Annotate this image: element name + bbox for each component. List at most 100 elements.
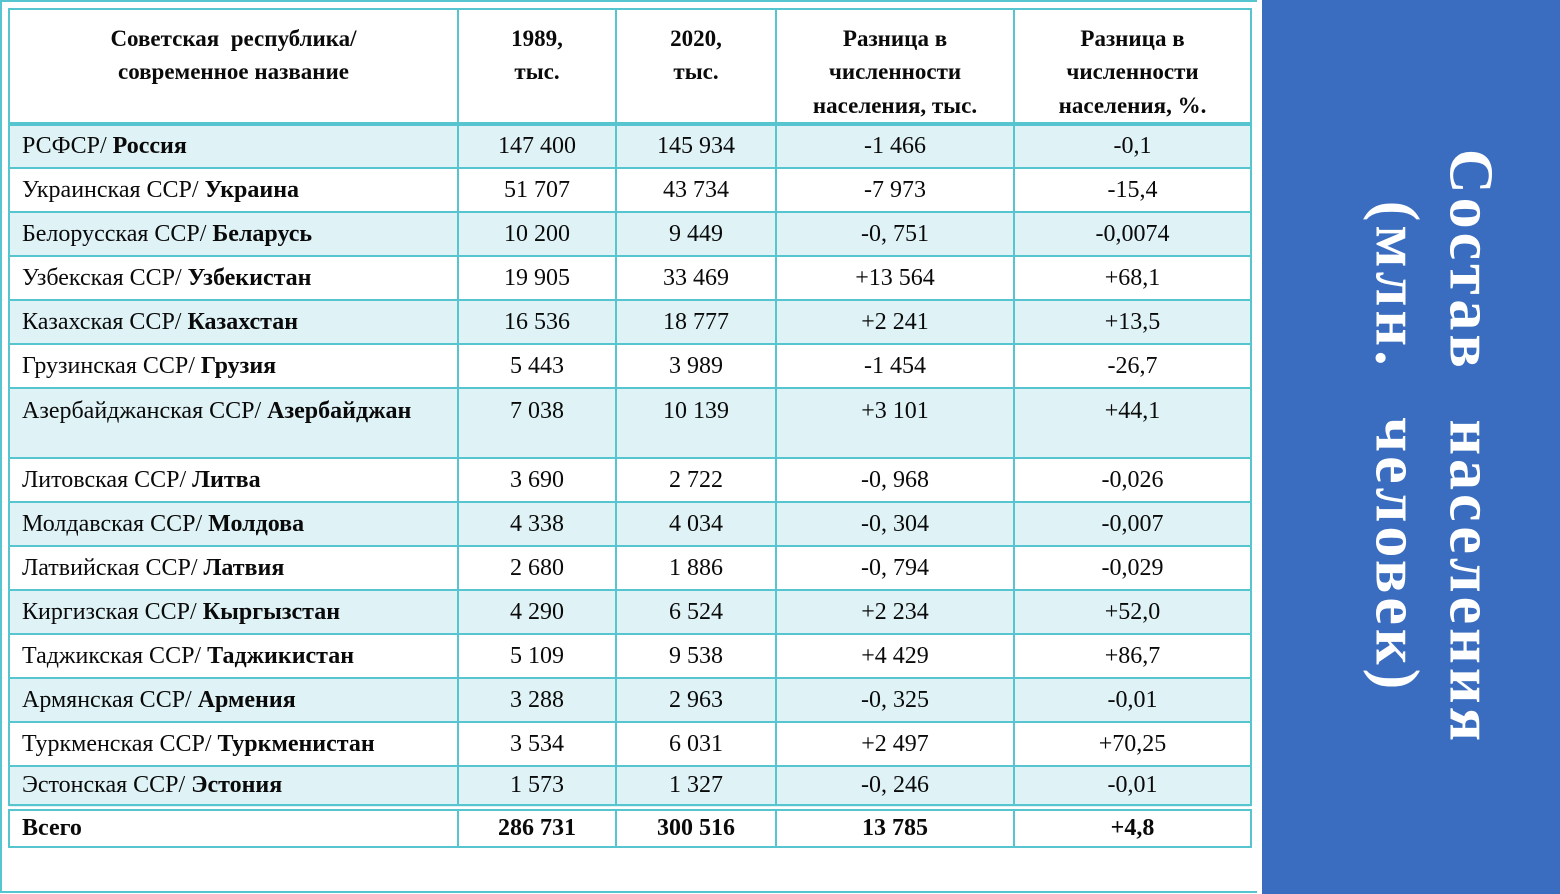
value-1989: 5 109 xyxy=(457,633,617,680)
value-diff-percent: +52,0 xyxy=(1013,589,1252,636)
republic-modern-name: Узбекистан xyxy=(187,264,312,291)
republic-soviet-name: Казахская ССР/ xyxy=(22,308,182,335)
value-diff-percent: -0,01 xyxy=(1013,765,1252,809)
value-1989: 3 690 xyxy=(457,457,617,504)
value-diff-percent: +86,7 xyxy=(1013,633,1252,680)
republic-modern-name: Эстония xyxy=(191,771,283,798)
value-diff-percent: -0,01 xyxy=(1013,677,1252,724)
republic-name-cell: Азербайджанская ССР/ Азербайджан xyxy=(8,387,459,460)
value-1989: 51 707 xyxy=(457,167,617,214)
republic-soviet-name: Грузинская ССР/ xyxy=(22,352,195,379)
table-row: Узбекская ССР/ Узбекистан 19 905 33 469 … xyxy=(8,255,1252,302)
republic-modern-name: Казахстан xyxy=(187,308,299,335)
value-1989: 16 536 xyxy=(457,299,617,346)
value-diff-thousand: -1 466 xyxy=(775,123,1015,170)
republic-soviet-name: Латвийская ССР/ xyxy=(22,554,198,581)
value-diff-thousand: +13 564 xyxy=(775,255,1015,302)
value-2020: 6 524 xyxy=(615,589,777,636)
republic-name-cell: РСФСР/ Россия xyxy=(8,123,459,170)
value-2020: 10 139 xyxy=(615,387,777,460)
republic-soviet-name: Азербайджанская ССР/ xyxy=(22,398,262,425)
value-diff-percent: -0,0074 xyxy=(1013,211,1252,258)
header-diff-thousand: Разница в численности населения, тыс. xyxy=(775,7,1015,127)
republic-modern-name: Таджикистан xyxy=(207,642,355,669)
republic-name-cell: Латвийская ССР/ Латвия xyxy=(8,545,459,592)
republic-soviet-name: РСФСР/ xyxy=(22,133,107,160)
table-row: Азербайджанская ССР/ Азербайджан 7 038 1… xyxy=(8,387,1252,460)
republic-modern-name: Азербайджан xyxy=(267,398,412,425)
republic-name-cell: Белорусская ССР/ Беларусь xyxy=(8,211,459,258)
value-diff-thousand: +4 429 xyxy=(775,633,1015,680)
value-2020: 6 031 xyxy=(615,721,777,768)
value-1989: 7 038 xyxy=(457,387,617,460)
republic-name-cell: Таджикская ССР/ Таджикистан xyxy=(8,633,459,680)
value-diff-thousand: -0, 794 xyxy=(775,545,1015,592)
header-1989: 1989, тыс. xyxy=(457,7,617,127)
table-row: Грузинская ССР/ Грузия 5 443 3 989 -1 45… xyxy=(8,343,1252,390)
total-2020: 300 516 xyxy=(615,803,777,849)
value-2020: 1 886 xyxy=(615,545,777,592)
republic-modern-name: Россия xyxy=(112,133,187,160)
republic-modern-name: Кыргызстан xyxy=(202,598,341,625)
value-1989: 4 338 xyxy=(457,501,617,548)
value-diff-percent: +13,5 xyxy=(1013,299,1252,346)
value-diff-percent: -15,4 xyxy=(1013,167,1252,214)
value-diff-thousand: -0, 751 xyxy=(775,211,1015,258)
table-row: Украинская ССР/ Украина 51 707 43 734 -7… xyxy=(8,167,1252,214)
value-1989: 5 443 xyxy=(457,343,617,390)
value-diff-percent: -0,026 xyxy=(1013,457,1252,504)
value-diff-percent: +70,25 xyxy=(1013,721,1252,768)
sidebar-title-line1: Состав населения xyxy=(1436,148,1505,746)
republic-soviet-name: Армянская ССР/ xyxy=(22,686,192,713)
total-row: Всего 286 731 300 516 13 785 +4,8 xyxy=(8,803,1252,849)
republic-name-cell: Литовская ССР/ Литва xyxy=(8,457,459,504)
republic-name-cell: Казахская ССР/ Казахстан xyxy=(8,299,459,346)
total-label: Всего xyxy=(8,803,459,849)
value-2020: 2 963 xyxy=(615,677,777,724)
header-row: Советская республика/ современное назван… xyxy=(8,7,1252,127)
value-1989: 3 288 xyxy=(457,677,617,724)
value-1989: 2 680 xyxy=(457,545,617,592)
value-diff-thousand: -1 454 xyxy=(775,343,1015,390)
value-2020: 43 734 xyxy=(615,167,777,214)
sidebar-title-line2: (млн. человек) xyxy=(1362,200,1430,694)
table-row: Молдавская ССР/ Молдова 4 338 4 034 -0, … xyxy=(8,501,1252,548)
republic-soviet-name: Молдавская ССР/ xyxy=(22,510,203,537)
republic-name-cell: Киргизская ССР/ Кыргызстан xyxy=(8,589,459,636)
header-republic: Советская республика/ современное назван… xyxy=(8,7,459,127)
table-row: Туркменская ССР/ Туркменистан 3 534 6 03… xyxy=(8,721,1252,768)
value-1989: 3 534 xyxy=(457,721,617,768)
republic-modern-name: Грузия xyxy=(200,352,277,379)
value-2020: 2 722 xyxy=(615,457,777,504)
value-diff-thousand: +2 234 xyxy=(775,589,1015,636)
table-row: Эстонская ССР/ Эстония 1 573 1 327 -0, 2… xyxy=(8,765,1252,809)
value-diff-thousand: -0, 325 xyxy=(775,677,1015,724)
total-diff-percent: +4,8 xyxy=(1013,803,1252,849)
republic-modern-name: Беларусь xyxy=(212,220,313,247)
header-2020: 2020, тыс. xyxy=(615,7,777,127)
value-diff-percent: -0,1 xyxy=(1013,123,1252,170)
value-diff-thousand: +3 101 xyxy=(775,387,1015,460)
sidebar-panel: Состав населения (млн. человек) xyxy=(1262,0,1560,894)
value-2020: 33 469 xyxy=(615,255,777,302)
value-2020: 9 449 xyxy=(615,211,777,258)
republic-modern-name: Литва xyxy=(192,466,261,493)
republic-modern-name: Армения xyxy=(197,686,296,713)
value-diff-thousand: +2 497 xyxy=(775,721,1015,768)
republic-soviet-name: Литовская ССР/ xyxy=(22,466,187,493)
value-diff-percent: +44,1 xyxy=(1013,387,1252,460)
sidebar-title: Состав населения (млн. человек) xyxy=(1359,149,1508,745)
value-diff-thousand: -7 973 xyxy=(775,167,1015,214)
table-row: Армянская ССР/ Армения 3 288 2 963 -0, 3… xyxy=(8,677,1252,724)
table-row: Литовская ССР/ Литва 3 690 2 722 -0, 968… xyxy=(8,457,1252,504)
republic-name-cell: Украинская ССР/ Украина xyxy=(8,167,459,214)
table-row: РСФСР/ Россия 147 400 145 934 -1 466 -0,… xyxy=(8,123,1252,170)
table-row: Таджикская ССР/ Таджикистан 5 109 9 538 … xyxy=(8,633,1252,680)
value-2020: 1 327 xyxy=(615,765,777,809)
table-row: Латвийская ССР/ Латвия 2 680 1 886 -0, 7… xyxy=(8,545,1252,592)
population-table: Советская республика/ современное назван… xyxy=(8,7,1252,849)
value-2020: 4 034 xyxy=(615,501,777,548)
header-diff-percent: Разница в численности населения, %. xyxy=(1013,7,1252,127)
value-diff-percent: -0,029 xyxy=(1013,545,1252,592)
